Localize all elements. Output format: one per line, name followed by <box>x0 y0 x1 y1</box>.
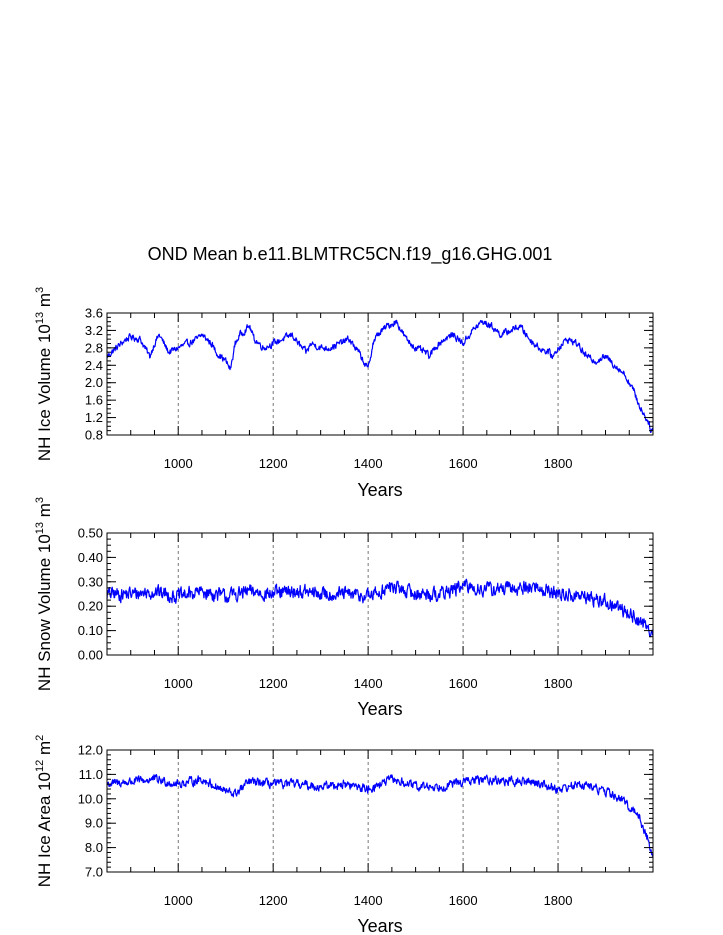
y-tick-label: 0.30 <box>78 574 103 589</box>
y-tick-label: 12.0 <box>78 743 103 758</box>
x-axis-title: Years <box>357 480 402 500</box>
x-tick-label: 1000 <box>164 893 193 908</box>
x-tick-label: 1200 <box>259 893 288 908</box>
y-axis-title-part: m <box>35 741 54 760</box>
data-line <box>106 773 654 857</box>
chart-panel-snow-volume: 0.00 0.10 0.20 0.30 0.40 0.50 1000 1200 1400 1600… <box>34 497 654 719</box>
y-axis-title-exponent: 3 <box>34 497 46 503</box>
y-tick-label: 2.0 <box>85 375 103 390</box>
y-tick-label: 3.6 <box>85 306 103 321</box>
y-axis-title: NH Ice Volume 1013 m3 <box>34 287 54 461</box>
y-tick-label: 11.0 <box>79 767 103 782</box>
x-tick-label: 1200 <box>259 676 288 691</box>
y-axis-title: NH Snow Volume 1013 m3 <box>34 497 54 691</box>
y-axis-title-exponent: 13 <box>34 522 46 534</box>
y-axis-title-exponent: 12 <box>34 760 46 772</box>
y-tick-label: 2.8 <box>85 340 103 355</box>
y-tick-label: 7.0 <box>85 865 103 880</box>
plot-frame <box>106 312 654 436</box>
x-tick-label: 1600 <box>449 456 478 471</box>
x-axis-title: Years <box>357 699 402 719</box>
y-tick-label: 1.2 <box>85 410 103 425</box>
x-tick-label: 1800 <box>544 676 573 691</box>
y-tick-label: 2.4 <box>85 358 103 373</box>
chart-panel-ice-area: 7.0 8.0 9.0 10.0 11.0 12.0 1000 1200 1400 1600 180… <box>34 735 654 935</box>
chart-panel-ice-volume: 0.8 1.2 1.6 2.0 2.4 2.8 3.2 3.6 1000 1200 1400 1600… <box>34 287 654 500</box>
x-tick-label: 1800 <box>544 456 573 471</box>
y-axis-title-exponent: 2 <box>34 735 46 741</box>
y-tick-label: 10.0 <box>78 791 103 806</box>
x-axis-title: Years <box>357 916 402 935</box>
x-tick-label: 1200 <box>259 456 288 471</box>
y-tick-label: 0.00 <box>78 648 103 663</box>
y-tick-label: 0.50 <box>78 526 103 541</box>
y-tick-label: 0.20 <box>78 599 103 614</box>
x-tick-label: 1400 <box>354 893 383 908</box>
y-tick-label: 8.0 <box>85 840 103 855</box>
y-tick-label: 9.0 <box>85 816 103 831</box>
x-tick-label: 1600 <box>449 676 478 691</box>
y-axis-title-exponent: 13 <box>34 312 46 324</box>
y-tick-label: 0.8 <box>85 428 103 443</box>
y-axis-title-part: NH Ice Volume 10 <box>35 324 54 461</box>
x-tick-label: 1400 <box>354 456 383 471</box>
y-axis-title-part: NH Ice Area 10 <box>35 772 54 887</box>
data-line <box>106 578 654 638</box>
chart-title: OND Mean b.e11.BLMTRC5CN.f19_g16.GHG.001 <box>147 244 553 264</box>
y-axis-title-part: m <box>35 503 54 522</box>
y-tick-label: 3.2 <box>85 323 103 338</box>
y-axis-title-part: m <box>35 293 54 312</box>
y-tick-label: 1.6 <box>85 393 103 408</box>
x-tick-label: 1400 <box>354 676 383 691</box>
y-axis-title: NH Ice Area 1012 m2 <box>34 735 54 888</box>
y-axis-title-exponent: 3 <box>34 287 46 293</box>
x-tick-label: 1800 <box>544 893 573 908</box>
y-axis-title-part: NH Snow Volume 10 <box>35 534 54 691</box>
x-tick-label: 1000 <box>164 456 193 471</box>
data-line <box>106 319 654 433</box>
y-tick-label: 0.40 <box>78 550 103 565</box>
x-tick-label: 1600 <box>449 893 478 908</box>
y-tick-label: 0.10 <box>78 623 103 638</box>
x-tick-label: 1000 <box>164 676 193 691</box>
plot-frame <box>106 749 654 873</box>
